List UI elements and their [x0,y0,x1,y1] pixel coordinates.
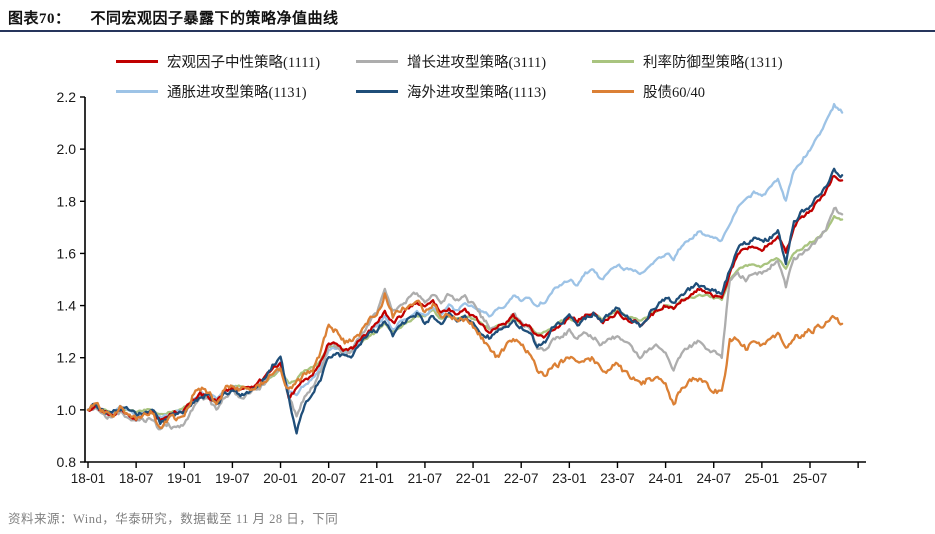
x-tick-label: 23-01 [552,471,587,486]
y-tick-label: 1.4 [57,298,77,314]
y-tick-label: 2.2 [57,89,77,105]
legend-swatch-neutral-1111 [116,60,158,63]
figure-number: 图表70： [8,11,71,27]
series-inflation-1131 [86,102,844,420]
axis-spines [84,97,866,463]
x-tick-label: 18-07 [119,471,154,486]
legend-item-overseas-1113: 海外进攻型策略(1113) [356,81,592,102]
x-tick-label: 24-01 [648,471,683,486]
series-neutral-1111 [86,174,844,422]
legend-item-stock-bond-6040: 股债60/40 [592,81,783,102]
legend-label: 通胀进攻型策略(1131) [167,85,307,101]
legend-swatch-overseas-1113 [356,90,398,93]
legend-label: 海外进攻型策略(1113) [407,85,547,101]
legend-label: 宏观因子中性策略(1111) [167,55,321,71]
x-tick-label: 23-07 [600,471,635,486]
x-tick-label: 21-07 [408,471,443,486]
legend-label: 增长进攻型策略(3111) [407,55,547,71]
x-tick-label: 25-01 [745,471,780,486]
y-tick-label: 1.8 [57,193,77,209]
legend-item-neutral-1111: 宏观因子中性策略(1111) [116,51,356,72]
x-tick-label: 24-07 [696,471,731,486]
x-tick-label: 21-01 [360,471,395,486]
chart-legend: 宏观因子中性策略(1111) 增长进攻型策略(3111) 利率防御型策略(1311)… [116,51,783,102]
legend-swatch-rate-defense-1311 [592,60,634,63]
x-tick-label: 22-07 [504,471,539,486]
x-tick-label: 19-01 [167,471,202,486]
y-tick-label: 2.0 [57,141,77,157]
series-stock-bond-6040 [86,292,844,429]
legend-swatch-growth-3111 [356,60,398,63]
y-tick-label: 0.8 [57,454,77,470]
y-tick-label: 1.2 [57,350,77,366]
x-tick-label: 25-07 [793,471,828,486]
source-note: 资料来源：Wind，华泰研究，数据截至 11 月 28 日，下同 [8,512,339,526]
x-tick-label: 18-01 [71,471,106,486]
figure-title-text: 不同宏观因子暴露下的策略净值曲线 [90,11,339,27]
y-tick-label: 1.0 [57,402,77,418]
legend-item-growth-3111: 增长进攻型策略(3111) [356,51,592,72]
x-tick-label: 22-01 [456,471,491,486]
figure-title: 图表70： 不同宏观因子暴露下的策略净值曲线 [8,7,339,28]
legend-label: 利率防御型策略(1311) [643,55,783,71]
legend-swatch-stock-bond-6040 [592,90,634,93]
legend-swatch-inflation-1131 [116,90,158,93]
x-tick-label: 19-07 [215,471,250,486]
legend-item-inflation-1131: 通胀进攻型策略(1131) [116,81,356,102]
legend-item-rate-defense-1311: 利率防御型策略(1311) [592,51,783,72]
series-growth-3111 [86,206,844,431]
x-tick-label: 20-07 [311,471,346,486]
legend-label: 股债60/40 [643,85,706,101]
title-divider [0,30,935,32]
y-tick-label: 1.6 [57,245,77,261]
x-tick-label: 20-01 [263,471,298,486]
